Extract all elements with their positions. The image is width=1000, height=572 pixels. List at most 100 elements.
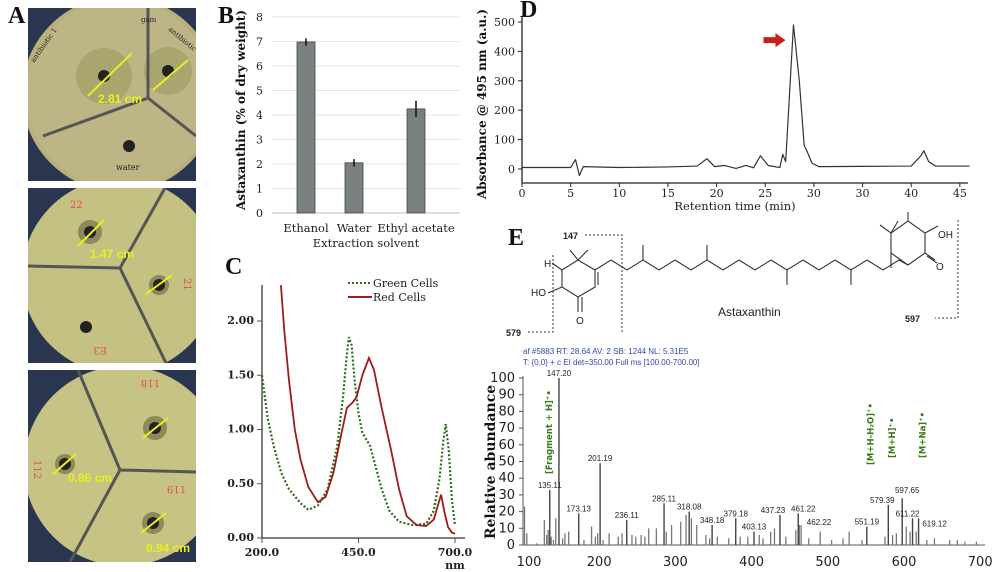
- peak-label: 173.13: [566, 504, 591, 513]
- peak-label: 379.18: [724, 509, 749, 518]
- x-tick-label: 200: [587, 555, 612, 570]
- measure-label: 2.81 cm: [98, 92, 142, 106]
- astaxanthin-structure: 147 579 597 H HO O O OH Astaxanthin: [506, 212, 959, 338]
- y-tick-label: 200: [494, 104, 515, 117]
- x-tick-label: 40: [904, 187, 918, 200]
- x-tick-label: 500: [815, 555, 840, 570]
- y-tick-label: 80: [498, 404, 515, 419]
- measure-label-2: 0.94 cm: [146, 541, 190, 555]
- peak-label: 619.12: [922, 519, 947, 528]
- y-tick-label: 60: [498, 438, 515, 453]
- panel-label-c: C: [225, 254, 243, 280]
- y-axis-title: Absorbance @ 495 nm (a.u.): [475, 9, 489, 200]
- ion-annotation: [M+Na]⁺•: [918, 412, 928, 458]
- peak-label: 437.23: [761, 506, 786, 515]
- peak-label: 236.11: [615, 511, 639, 520]
- peak-label: 611.22: [896, 509, 920, 518]
- mass-spectrum-chart-e: af #5883 RT: 28.64 AV: 2 SB: 1244 NL: 5.…: [483, 347, 993, 570]
- x-tick-label: 20: [710, 187, 724, 200]
- y-tick-label: 1: [256, 183, 263, 196]
- y-tick-label: 500: [494, 16, 515, 29]
- y-tick-label: 70: [498, 421, 515, 436]
- plate-label: 22: [70, 200, 83, 211]
- fragment-147-label: 147: [563, 231, 578, 241]
- x-tick-label: 300: [663, 555, 688, 570]
- x-tick-label: 30: [856, 187, 870, 200]
- y-tick-label: 30: [498, 488, 515, 503]
- y-tick-label: 0.50: [227, 477, 254, 490]
- peak-label: 403.13: [742, 523, 767, 532]
- plate-label: water: [116, 163, 140, 172]
- y-tick-label: 2.00: [227, 314, 254, 327]
- x-category-label: Water: [337, 221, 372, 235]
- y-tick-label: 0: [508, 163, 515, 176]
- atom-o-right-label: O: [936, 262, 944, 273]
- y-axis-title: Astaxanthin (% of dry weight): [234, 10, 248, 211]
- y-tick-label: 4: [256, 109, 263, 122]
- y-tick-label: 90: [498, 388, 515, 403]
- plate-label: 21: [181, 278, 192, 291]
- x-tick-label: 400: [739, 555, 764, 570]
- y-tick-label: 10: [498, 521, 515, 536]
- legend-label: Red Cells: [373, 291, 426, 304]
- fragment-579-label: 579: [506, 328, 521, 338]
- x-category-label: Ethyl acetate: [377, 221, 454, 235]
- y-tick-label: 0.00: [227, 531, 254, 544]
- atom-ho-label: HO: [531, 288, 546, 299]
- x-tick-label: 30: [807, 187, 821, 200]
- y-tick-label: 50: [498, 455, 515, 470]
- agar-plate-photo-1: 2.81 cm antibiotic 1 antibiotic 2 gam wa…: [28, 8, 196, 181]
- x-category-label: Ethanol: [283, 221, 329, 235]
- x-tick-label: 0: [519, 187, 526, 200]
- y-tick-label: 7: [256, 36, 263, 49]
- x-tick-label: 10: [612, 187, 626, 200]
- x-axis-title: Retention time (min): [674, 199, 795, 213]
- series-line-red-cells: [280, 285, 456, 535]
- x-axis-title: Extraction solvent: [313, 236, 420, 250]
- bar-water: [344, 162, 364, 214]
- peak-arrow-icon: [763, 33, 786, 48]
- atom-h-label: H: [544, 259, 551, 270]
- scan-header-line-1: af #5883 RT: 28.64 AV: 2 SB: 1244 NL: 5.…: [523, 347, 689, 356]
- peak-label: 579.39: [870, 496, 895, 505]
- y-tick-label: 400: [494, 45, 515, 58]
- y-axis-title: Relative abundance: [483, 385, 499, 539]
- y-tick-label: 1.00: [227, 423, 254, 436]
- peak-label: 135.11: [538, 481, 562, 490]
- chromatogram-chart-d: 0 100 200 300 400 500 0 5 10 15 20 25 30 30 40 45 Retent…: [475, 9, 970, 213]
- panel-label-b: B: [218, 3, 235, 29]
- compound-name: Astaxanthin: [718, 305, 781, 319]
- scan-header-line-2: T: {0,0} + c EI det=350.00 Full ms [100.…: [523, 358, 700, 367]
- x-tick-label: 25: [758, 187, 772, 200]
- plate-label: E3: [93, 344, 107, 355]
- x-tick-label: 15: [661, 187, 675, 200]
- series-line-green-cells: [260, 336, 457, 527]
- peak-label: 461.22: [791, 504, 816, 513]
- panel-label-d: D: [520, 0, 538, 23]
- y-tick-label: 100: [490, 371, 515, 386]
- y-tick-label: 0: [256, 207, 263, 220]
- x-axis-title: nm: [445, 559, 465, 572]
- peak-label: 285.11: [652, 494, 676, 503]
- bar-ethanol: [296, 41, 316, 214]
- measure-label: 0.86 cm: [68, 471, 112, 485]
- x-tick-label: 100: [517, 555, 542, 570]
- agar-plate-photo-3: 0.86 cm 0.94 cm 118 112 119: [28, 370, 196, 562]
- plate-label: 119: [167, 483, 186, 494]
- peak-label: 551.19: [855, 518, 880, 527]
- peak-label: 318.08: [677, 503, 702, 512]
- peak-label: 348.18: [700, 516, 725, 525]
- y-tick-label: 40: [498, 471, 515, 486]
- plate-label: 112: [31, 460, 42, 479]
- ion-annotation: [M+H-H₂O]⁺•: [867, 403, 877, 465]
- agar-plate-photo-2: 1.47 cm 22 E3 21: [28, 188, 196, 363]
- measure-label: 1.47 cm: [90, 247, 134, 261]
- y-tick-label: 100: [494, 134, 515, 147]
- y-tick-label: 2: [256, 158, 263, 171]
- chromatogram-trace: [522, 24, 970, 177]
- x-tick-label: 5: [567, 187, 574, 200]
- x-tick-label: 700: [968, 555, 993, 570]
- y-tick-label: 3: [256, 134, 263, 147]
- x-tick-label: 700.0: [438, 546, 473, 559]
- x-tick-label: 200.0: [245, 546, 280, 559]
